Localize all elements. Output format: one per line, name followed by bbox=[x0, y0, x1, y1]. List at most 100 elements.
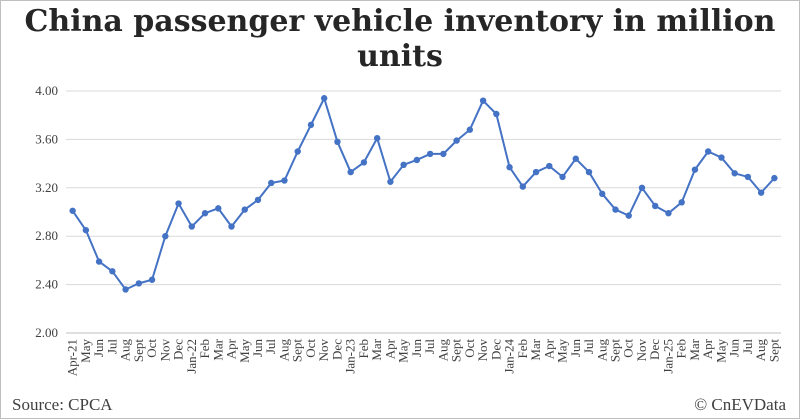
x-tick-label: May bbox=[237, 339, 252, 363]
data-point bbox=[334, 138, 341, 146]
data-point bbox=[320, 95, 328, 102]
x-tick-label: Apr bbox=[382, 338, 397, 359]
data-point bbox=[704, 148, 712, 155]
x-tick-label: Apr bbox=[541, 338, 556, 359]
data-point bbox=[559, 173, 566, 181]
x-tick-label: May bbox=[555, 339, 570, 363]
x-tick-label: May bbox=[396, 339, 411, 363]
data-point bbox=[148, 276, 156, 283]
x-tick-label: Dec bbox=[488, 339, 503, 360]
x-tick-label: Jul bbox=[104, 339, 119, 355]
data-point bbox=[268, 179, 275, 187]
x-tick-label: Feb bbox=[674, 339, 689, 359]
x-tick-label: Nov bbox=[475, 339, 490, 362]
data-point bbox=[493, 110, 500, 118]
data-point bbox=[599, 190, 606, 198]
source-note: Source: CPCA bbox=[12, 395, 113, 414]
x-tick-label: Feb bbox=[356, 339, 371, 359]
data-point bbox=[400, 161, 407, 169]
data-point bbox=[744, 173, 752, 181]
chart-title: China passenger vehicle inventory in mil… bbox=[24, 4, 776, 74]
x-tick-label: Aug bbox=[118, 339, 133, 362]
x-tick-label: Dec bbox=[171, 339, 186, 360]
x-tick-label: Jun bbox=[250, 339, 265, 358]
data-point bbox=[109, 268, 116, 275]
x-tick-label: Jan-23 bbox=[343, 339, 358, 374]
x-tick-label: Sept bbox=[449, 339, 464, 363]
data-point bbox=[307, 121, 315, 129]
data-point bbox=[771, 174, 778, 182]
x-tick-label: Sept bbox=[607, 339, 622, 363]
gridlines bbox=[66, 90, 781, 286]
data-point bbox=[440, 150, 447, 158]
x-tick-label: Feb bbox=[197, 339, 212, 359]
data-point bbox=[652, 202, 659, 210]
x-tick-label: Oct bbox=[621, 339, 636, 358]
x-tick-label: Jan-22 bbox=[184, 339, 199, 374]
x-tick-label: Nov bbox=[634, 339, 649, 362]
y-tick-label: 2.00 bbox=[35, 325, 58, 340]
x-tick-label: Sept bbox=[131, 339, 146, 363]
data-point bbox=[122, 286, 129, 293]
y-tick-label: 4.00 bbox=[35, 83, 58, 98]
x-tick-label: Dec bbox=[647, 339, 662, 360]
data-point bbox=[188, 223, 195, 230]
x-tick-label: Sept bbox=[766, 339, 781, 363]
data-point bbox=[678, 199, 685, 206]
x-tick-label: Dec bbox=[329, 339, 344, 360]
x-tick-label: Sept bbox=[290, 339, 305, 363]
x-tick-label: Nov bbox=[157, 339, 172, 362]
data-point bbox=[347, 168, 354, 176]
data-point bbox=[506, 164, 513, 171]
data-point bbox=[360, 159, 368, 166]
x-tick-label: Jul bbox=[740, 339, 755, 355]
x-tick-label: Apr bbox=[700, 338, 715, 359]
x-tick-label: Aug bbox=[753, 339, 768, 362]
y-axis: 2.00 2.40 2.80 3.20 3.60 4.00 bbox=[35, 83, 58, 340]
x-tick-label: Jun bbox=[727, 339, 742, 358]
x-tick-label: Mar bbox=[369, 338, 384, 360]
data-point bbox=[69, 207, 76, 214]
data-point bbox=[426, 150, 434, 158]
data-point bbox=[532, 168, 540, 176]
data-point bbox=[731, 170, 738, 177]
x-tick-label: Mar bbox=[528, 338, 543, 360]
x-tick-label: Nov bbox=[316, 339, 331, 362]
y-tick-label: 2.80 bbox=[35, 228, 58, 243]
data-point bbox=[82, 226, 90, 234]
data-point bbox=[638, 184, 646, 191]
data-point bbox=[95, 258, 103, 265]
data-point bbox=[387, 178, 394, 185]
data-point bbox=[479, 97, 487, 104]
x-tick-label: Jan-24 bbox=[502, 339, 517, 374]
x-tick-label: Jun bbox=[91, 339, 106, 358]
x-tick-label: Jan-25 bbox=[660, 339, 675, 374]
x-tick-label: Mar bbox=[687, 338, 702, 360]
x-tick-label: Feb bbox=[515, 339, 530, 359]
x-tick-label: Apr-21 bbox=[65, 339, 80, 376]
x-tick-label: Oct bbox=[462, 339, 477, 358]
x-tick-label: May bbox=[78, 339, 93, 363]
x-tick-label: Oct bbox=[303, 339, 318, 358]
x-tick-label: Jun bbox=[568, 339, 583, 358]
x-tick-label: Mar bbox=[210, 338, 225, 360]
x-tick-label: Jul bbox=[263, 339, 278, 355]
data-point bbox=[466, 126, 474, 133]
y-tick-label: 2.40 bbox=[35, 277, 58, 292]
x-tick-label: Oct bbox=[144, 339, 159, 358]
x-tick-label: Aug bbox=[435, 339, 450, 362]
y-tick-label: 3.20 bbox=[35, 180, 58, 195]
series-line bbox=[71, 97, 776, 291]
x-tick-label: Aug bbox=[276, 339, 291, 362]
data-point bbox=[625, 212, 632, 219]
data-point bbox=[585, 168, 593, 176]
x-axis: Apr-21MayJunJulAugSeptOctNovDecJan-22Feb… bbox=[65, 332, 781, 376]
x-tick-label: Jul bbox=[581, 339, 596, 355]
data-point bbox=[546, 162, 553, 170]
data-point bbox=[254, 196, 262, 204]
data-point bbox=[757, 189, 765, 196]
data-point bbox=[373, 134, 381, 142]
data-point bbox=[665, 210, 672, 217]
